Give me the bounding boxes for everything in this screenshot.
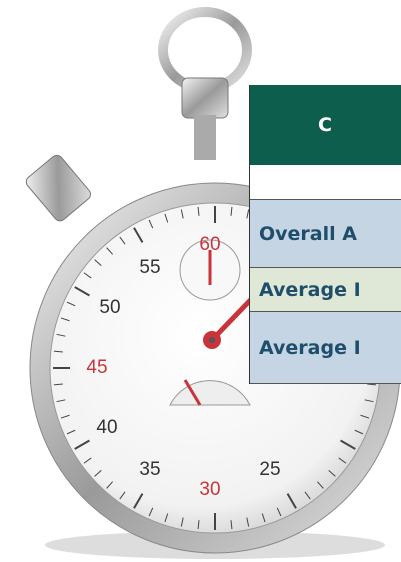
dial-number: 50 [99,297,120,318]
table-spacer [250,165,401,200]
page: 60 55 50 45 40 35 30 25 C Overall A Aver… [0,0,401,562]
side-button [24,153,93,223]
dial-number: 30 [199,479,220,500]
dial-number: 45 [86,357,107,378]
dial-number: 55 [139,257,160,278]
table-header: C [250,85,401,165]
dial-number: 60 [199,234,220,255]
crown [182,78,228,118]
table-row: Average I [250,312,401,384]
table-row: Overall A [250,200,401,268]
table-row: Average I [250,268,401,312]
dial-number: 40 [96,417,117,438]
dial-number: 35 [139,459,160,480]
hub-center [209,337,215,343]
stem [194,115,216,160]
table: C Overall A Average I Average I [249,85,401,384]
ring [163,12,247,88]
dial-number: 25 [259,459,280,480]
